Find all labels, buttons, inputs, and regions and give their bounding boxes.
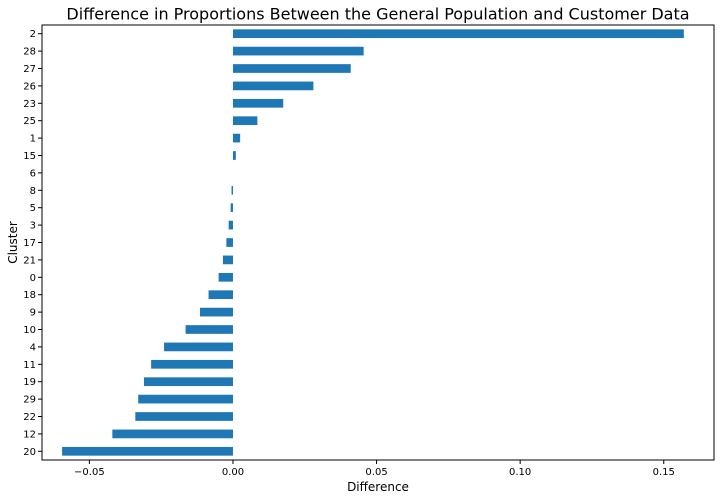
- y-tick-label: 5: [30, 203, 36, 214]
- y-tick-label: 8: [30, 186, 36, 197]
- y-tick-label: 1: [30, 134, 36, 145]
- y-tick-label: 12: [23, 429, 36, 440]
- bar-cluster-11: [151, 359, 233, 369]
- x-tick-label: 0.15: [653, 467, 675, 478]
- x-axis-label: Difference: [347, 480, 409, 494]
- bar-cluster-20: [62, 446, 233, 456]
- y-tick-label: 0: [30, 273, 36, 284]
- bar-cluster-5: [230, 203, 233, 213]
- y-tick-label: 26: [23, 81, 36, 92]
- bar-cluster-10: [185, 325, 233, 334]
- y-tick-label: 27: [23, 64, 36, 75]
- x-tick-label: −0.05: [74, 467, 105, 478]
- x-tick-label: 0.05: [365, 467, 387, 478]
- y-tick-label: 25: [23, 116, 36, 127]
- bar-cluster-2: [232, 29, 684, 39]
- y-tick-label: 9: [30, 308, 36, 319]
- bar-cluster-8: [231, 185, 233, 195]
- bar-cluster-0: [218, 272, 233, 282]
- bar-cluster-23: [232, 98, 284, 108]
- y-tick-label: 22: [23, 412, 36, 423]
- y-tick-label: 4: [30, 342, 36, 353]
- y-tick-label: 15: [23, 151, 36, 162]
- bar-cluster-9: [199, 307, 233, 317]
- bar-cluster-21: [222, 255, 233, 265]
- bar-cluster-17: [226, 238, 233, 247]
- chart-title: Difference in Proportions Between the Ge…: [66, 5, 689, 24]
- bar-cluster-22: [135, 412, 233, 421]
- bar-cluster-1: [232, 133, 241, 143]
- y-tick-label: 28: [23, 47, 36, 58]
- plot-frame: [41, 24, 715, 461]
- y-tick-label: 21: [23, 255, 36, 266]
- bar-cluster-3: [228, 220, 233, 230]
- y-tick-label: 18: [23, 290, 36, 301]
- bar-cluster-19: [143, 377, 233, 387]
- y-tick-label: 6: [30, 168, 36, 179]
- y-tick-label: 17: [23, 238, 36, 249]
- y-tick-label: 3: [30, 221, 36, 232]
- bar-cluster-18: [208, 290, 233, 300]
- bar-cluster-4: [164, 342, 233, 352]
- y-tick-label: 19: [23, 377, 36, 388]
- y-tick-label: 29: [23, 395, 36, 406]
- bars-layer: [62, 29, 684, 456]
- y-axis-label: Cluster: [6, 221, 20, 264]
- ticks-layer: 2 28 27 26 23 25 1 15 6 8 5 3 17 21 0 18 9 10 4 11 19 29 22 12 2…: [23, 29, 675, 478]
- bar-cluster-29: [138, 394, 233, 404]
- bar-cluster-26: [232, 81, 314, 91]
- y-tick-label: 20: [23, 447, 36, 458]
- x-tick-label: 0.10: [509, 467, 531, 478]
- bar-cluster-27: [232, 64, 351, 73]
- y-tick-label: 11: [23, 360, 36, 371]
- y-tick-label: 10: [23, 325, 36, 336]
- y-tick-label: 2: [30, 29, 36, 40]
- y-tick-label: 23: [23, 99, 36, 110]
- bar-cluster-25: [232, 116, 258, 126]
- bar-cluster-12: [112, 429, 233, 439]
- x-tick-label: 0.00: [222, 467, 244, 478]
- bar-cluster-28: [232, 46, 364, 56]
- bar-cluster-15: [232, 151, 236, 160]
